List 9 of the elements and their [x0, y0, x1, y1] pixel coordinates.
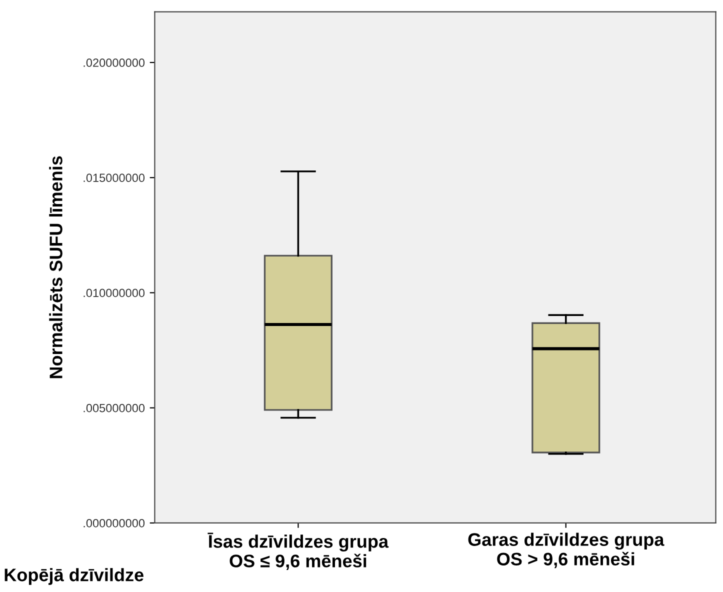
y-tick-label: .015000000: [84, 174, 145, 182]
y-tick-label: .000000000: [84, 519, 145, 528]
y-axis-title: Normalizēts SUFU līmenis: [49, 156, 62, 378]
y-tick-label: .005000000: [84, 404, 145, 412]
x-tick-label: Garas dzīvildzes grupa OS > 9,6 mēneši: [468, 532, 664, 568]
x-axis-title: Kopējā dzīvildze: [4, 568, 144, 585]
y-tick-label: .020000000: [84, 58, 145, 67]
x-tick-label: Īsas dzīvildzes grupa OS ≤ 9,6 mēneši: [208, 532, 389, 570]
y-tick-label: .010000000: [84, 288, 145, 298]
